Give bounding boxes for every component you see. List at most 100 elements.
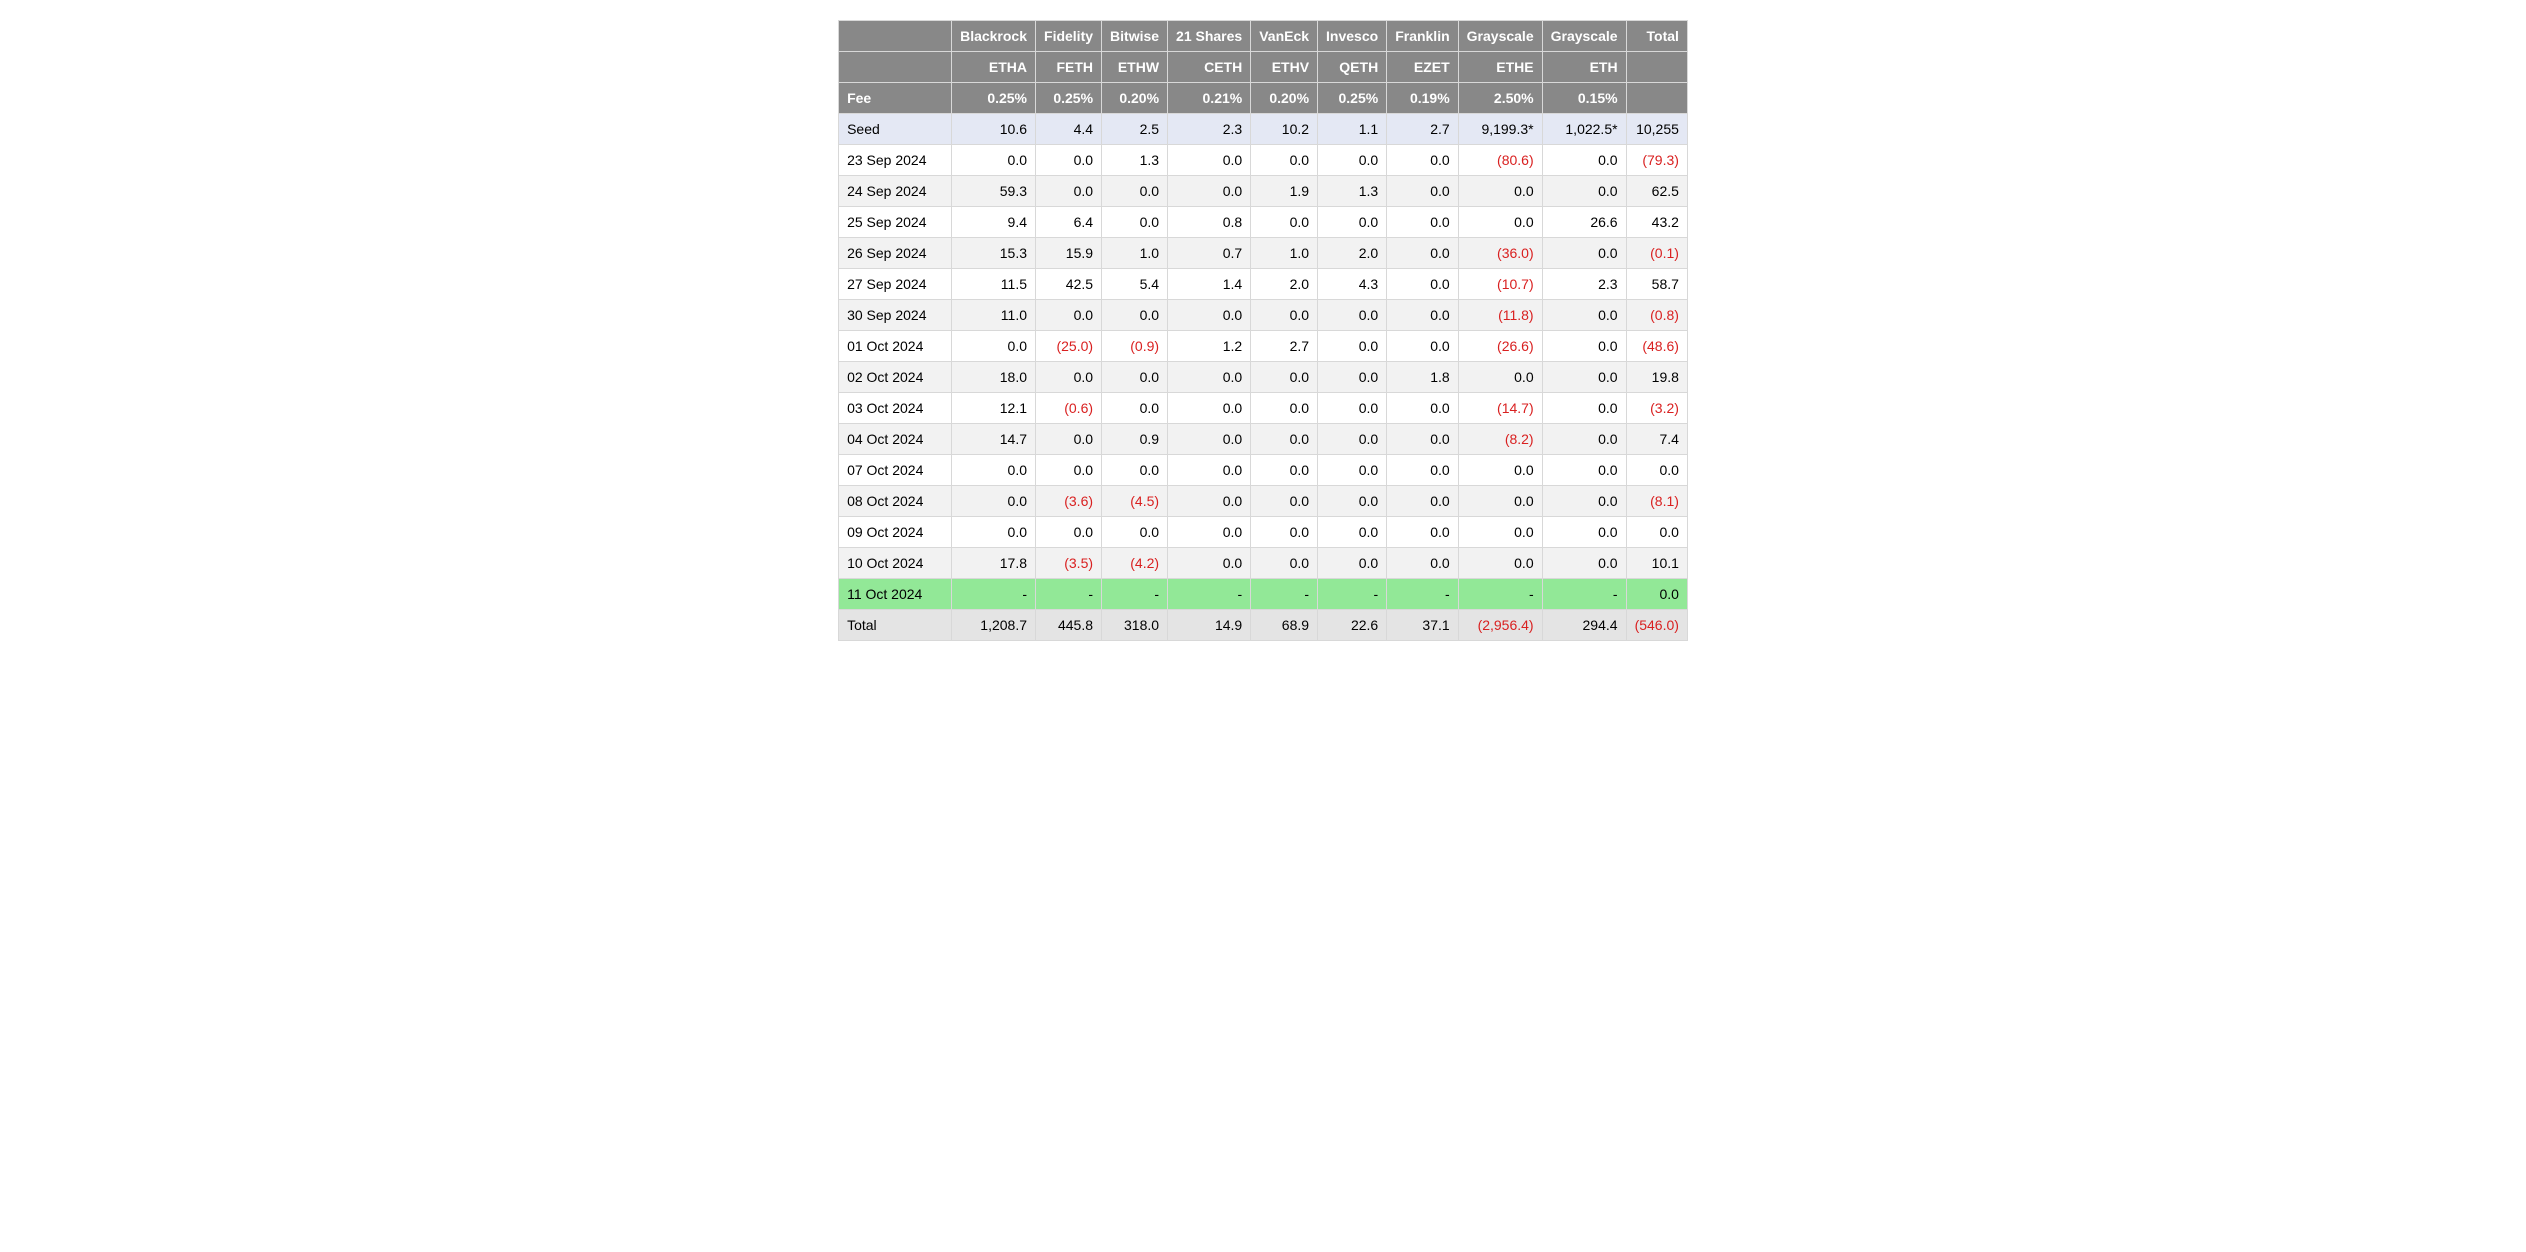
data-row-5-cell-2: 0.0 [1102, 300, 1168, 331]
header-issuer-5: Invesco [1318, 21, 1387, 52]
data-row-2-cell-5: 0.0 [1318, 207, 1387, 238]
data-row-3-cell-6: 0.0 [1387, 238, 1458, 269]
seed-row-cell-6: 2.7 [1387, 114, 1458, 145]
data-row-2-cell-8: 26.6 [1542, 207, 1626, 238]
data-row-9-cell-0: 14.7 [952, 424, 1036, 455]
data-row-13-total: 10.1 [1626, 548, 1687, 579]
highlight-row-cell-0: - [952, 579, 1036, 610]
data-row-8-cell-1: (0.6) [1036, 393, 1102, 424]
data-row-9-cell-5: 0.0 [1318, 424, 1387, 455]
data-row-8-cell-8: 0.0 [1542, 393, 1626, 424]
header-row-issuers: BlackrockFidelityBitwise21 SharesVanEckI… [839, 21, 1688, 52]
data-row-8: 03 Oct 202412.1(0.6)0.00.00.00.00.0(14.7… [839, 393, 1688, 424]
data-row-3-cell-5: 2.0 [1318, 238, 1387, 269]
data-row-1-cell-6: 0.0 [1387, 176, 1458, 207]
data-row-11-cell-4: 0.0 [1251, 486, 1318, 517]
data-row-11-cell-7: 0.0 [1458, 486, 1542, 517]
seed-row-cell-7: 9,199.3* [1458, 114, 1542, 145]
data-row-11-cell-2: (4.5) [1102, 486, 1168, 517]
data-row-3-total: (0.1) [1626, 238, 1687, 269]
header-total: Total [1626, 21, 1687, 52]
data-row-0-cell-7: (80.6) [1458, 145, 1542, 176]
data-row-7-cell-7: 0.0 [1458, 362, 1542, 393]
data-row-6-cell-8: 0.0 [1542, 331, 1626, 362]
seed-row-cell-4: 10.2 [1251, 114, 1318, 145]
header-fee-label: Fee [839, 83, 952, 114]
header-issuer-4: VanEck [1251, 21, 1318, 52]
data-row-2-total: 43.2 [1626, 207, 1687, 238]
highlight-row-label: 11 Oct 2024 [839, 579, 952, 610]
data-row-7-cell-1: 0.0 [1036, 362, 1102, 393]
data-row-11-total: (8.1) [1626, 486, 1687, 517]
data-row-9-cell-6: 0.0 [1387, 424, 1458, 455]
data-row-0: 23 Sep 20240.00.01.30.00.00.00.0(80.6)0.… [839, 145, 1688, 176]
data-row-8-cell-4: 0.0 [1251, 393, 1318, 424]
data-row-5-cell-0: 11.0 [952, 300, 1036, 331]
data-row-1: 24 Sep 202459.30.00.00.01.91.30.00.00.06… [839, 176, 1688, 207]
data-row-13-label: 10 Oct 2024 [839, 548, 952, 579]
data-row-3: 26 Sep 202415.315.91.00.71.02.00.0(36.0)… [839, 238, 1688, 269]
highlight-row-cell-7: - [1458, 579, 1542, 610]
data-row-2-cell-3: 0.8 [1168, 207, 1251, 238]
data-row-1-cell-7: 0.0 [1458, 176, 1542, 207]
data-row-12-cell-6: 0.0 [1387, 517, 1458, 548]
data-row-10-cell-0: 0.0 [952, 455, 1036, 486]
header-fee-6: 0.19% [1387, 83, 1458, 114]
header-row-tickers: ETHAFETHETHWCETHETHVQETHEZETETHEETH [839, 52, 1688, 83]
data-row-0-cell-2: 1.3 [1102, 145, 1168, 176]
header-issuer-7: Grayscale [1458, 21, 1542, 52]
total-row-cell-0: 1,208.7 [952, 610, 1036, 641]
etf-flows-table: BlackrockFidelityBitwise21 SharesVanEckI… [838, 20, 1688, 641]
header-ticker-0: ETHA [952, 52, 1036, 83]
data-row-4-total: 58.7 [1626, 269, 1687, 300]
data-row-5-cell-7: (11.8) [1458, 300, 1542, 331]
data-row-3-cell-4: 1.0 [1251, 238, 1318, 269]
header-ticker-7: ETHE [1458, 52, 1542, 83]
data-row-12-cell-3: 0.0 [1168, 517, 1251, 548]
data-row-5-cell-5: 0.0 [1318, 300, 1387, 331]
data-row-9-cell-1: 0.0 [1036, 424, 1102, 455]
data-row-6-cell-2: (0.9) [1102, 331, 1168, 362]
header-ticker-5: QETH [1318, 52, 1387, 83]
data-row-8-cell-3: 0.0 [1168, 393, 1251, 424]
data-row-7-label: 02 Oct 2024 [839, 362, 952, 393]
data-row-12-cell-1: 0.0 [1036, 517, 1102, 548]
data-row-7-cell-0: 18.0 [952, 362, 1036, 393]
data-row-9-label: 04 Oct 2024 [839, 424, 952, 455]
data-row-12-cell-5: 0.0 [1318, 517, 1387, 548]
data-row-2-label: 25 Sep 2024 [839, 207, 952, 238]
data-row-7-cell-5: 0.0 [1318, 362, 1387, 393]
data-row-5-total: (0.8) [1626, 300, 1687, 331]
data-row-1-cell-0: 59.3 [952, 176, 1036, 207]
data-row-5-cell-8: 0.0 [1542, 300, 1626, 331]
data-row-1-cell-5: 1.3 [1318, 176, 1387, 207]
data-row-7-cell-3: 0.0 [1168, 362, 1251, 393]
data-row-2-cell-7: 0.0 [1458, 207, 1542, 238]
data-row-6-cell-6: 0.0 [1387, 331, 1458, 362]
data-row-6-total: (48.6) [1626, 331, 1687, 362]
data-row-7-total: 19.8 [1626, 362, 1687, 393]
data-row-0-cell-6: 0.0 [1387, 145, 1458, 176]
data-row-13: 10 Oct 202417.8(3.5)(4.2)0.00.00.00.00.0… [839, 548, 1688, 579]
data-row-9-cell-2: 0.9 [1102, 424, 1168, 455]
data-row-7-cell-4: 0.0 [1251, 362, 1318, 393]
data-row-10-total: 0.0 [1626, 455, 1687, 486]
header-issuer-0: Blackrock [952, 21, 1036, 52]
data-row-11-cell-6: 0.0 [1387, 486, 1458, 517]
data-row-4-cell-3: 1.4 [1168, 269, 1251, 300]
data-row-5-cell-4: 0.0 [1251, 300, 1318, 331]
total-row-cell-7: (2,956.4) [1458, 610, 1542, 641]
header-ticker-4: ETHV [1251, 52, 1318, 83]
data-row-6-cell-0: 0.0 [952, 331, 1036, 362]
data-row-10-cell-5: 0.0 [1318, 455, 1387, 486]
data-row-9-cell-7: (8.2) [1458, 424, 1542, 455]
data-row-10-cell-8: 0.0 [1542, 455, 1626, 486]
highlight-row-cell-1: - [1036, 579, 1102, 610]
data-row-3-cell-8: 0.0 [1542, 238, 1626, 269]
data-row-6-cell-4: 2.7 [1251, 331, 1318, 362]
highlight-row-cell-4: - [1251, 579, 1318, 610]
total-row-cell-1: 445.8 [1036, 610, 1102, 641]
data-row-11: 08 Oct 20240.0(3.6)(4.5)0.00.00.00.00.00… [839, 486, 1688, 517]
header-fee-0: 0.25% [952, 83, 1036, 114]
data-row-11-cell-3: 0.0 [1168, 486, 1251, 517]
